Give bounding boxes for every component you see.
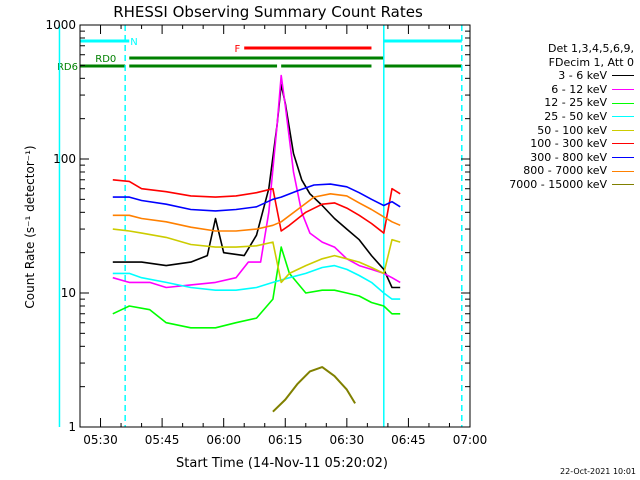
legend-swatch — [612, 170, 634, 172]
series-line-1 — [112, 74, 401, 289]
legend-swatch — [612, 129, 634, 131]
v-lines — [58, 25, 463, 427]
legend-label: 50 - 100 keV — [537, 123, 607, 137]
x-tick-label: 05:45 — [145, 433, 180, 447]
x-axis: 05:30 05:45 06:00 06:15 06:30 06:45 07:00 — [79, 25, 488, 447]
series-line-2 — [112, 246, 401, 329]
legend-label: 7000 - 15000 keV — [509, 177, 607, 191]
legend-label: 100 - 300 keV — [530, 137, 607, 151]
generation-timestamp: 22-Oct-2021 10:01 — [560, 467, 636, 476]
legend-label: 6 - 12 keV — [551, 82, 607, 96]
legend-label: 12 - 25 keV — [544, 96, 607, 110]
legend-item: 100 - 300 keV — [509, 137, 634, 151]
plot-frame — [79, 24, 471, 428]
legend-item: 12 - 25 keV — [509, 96, 634, 110]
legend-item: 50 - 100 keV — [509, 124, 634, 138]
legend-swatch — [612, 157, 634, 159]
x-tick-label: 05:30 — [83, 433, 118, 447]
x-tick-label: 07:00 — [453, 433, 488, 447]
legend-header: FDecim 1, Att 0 — [548, 55, 634, 69]
x-tick-label: 06:30 — [330, 433, 365, 447]
legend-item: 7000 - 15000 keV — [509, 178, 634, 192]
series-lines — [112, 74, 401, 413]
flag-label-n: N — [130, 37, 137, 48]
x-tick-label: 06:00 — [206, 433, 241, 447]
flag-label-rd0: RD0 — [95, 54, 116, 65]
legend-swatch — [612, 75, 634, 77]
legend-item: 6 - 12 keV — [509, 83, 634, 97]
legend-swatch — [612, 116, 634, 118]
y-axis: 1 10 100 1000 — [45, 18, 470, 434]
series-line-3 — [112, 264, 401, 300]
flag-label-rd6: RD6 — [57, 62, 78, 73]
series-line-6 — [112, 183, 401, 212]
y-tick-label: 100 — [53, 152, 76, 166]
legend-item: 3 - 6 keV — [509, 69, 634, 83]
legend-swatch — [612, 89, 634, 91]
legend-swatch — [612, 184, 634, 186]
legend-header: Det 1,3,4,5,6,9, — [547, 42, 634, 55]
legend-label: 300 - 800 keV — [530, 150, 607, 164]
y-tick-label: 1 — [68, 420, 76, 434]
series-line-0 — [112, 83, 401, 289]
legend-label: 800 - 7000 keV — [523, 164, 607, 178]
series-line-5 — [112, 179, 401, 234]
legend-label: 25 - 50 keV — [544, 109, 607, 123]
x-tick-label: 06:45 — [391, 433, 426, 447]
series-line-4 — [112, 228, 401, 284]
legend-item: 25 - 50 keV — [509, 110, 634, 124]
flag-label-f: F — [234, 44, 240, 55]
chart-title: RHESSI Observing Summary Count Rates — [113, 3, 423, 21]
series-line-7 — [112, 193, 401, 232]
legend-label: 3 - 6 keV — [558, 69, 607, 83]
series-line-8 — [272, 366, 356, 413]
x-tick-label: 06:15 — [268, 433, 303, 447]
legend-item: 800 - 7000 keV — [509, 164, 634, 178]
flag-bars: N F RD0 RD6 — [57, 37, 462, 73]
y-tick-label: 10 — [61, 286, 76, 300]
legend-swatch — [612, 102, 634, 104]
y-axis-label: Count Rate (s⁻¹ detector⁻¹) — [23, 145, 37, 308]
x-axis-label: Start Time (14-Nov-11 05:20:02) — [176, 456, 388, 471]
legend-item: 300 - 800 keV — [509, 151, 634, 165]
legend-swatch — [612, 143, 634, 145]
y-tick-label: 1000 — [45, 18, 76, 32]
